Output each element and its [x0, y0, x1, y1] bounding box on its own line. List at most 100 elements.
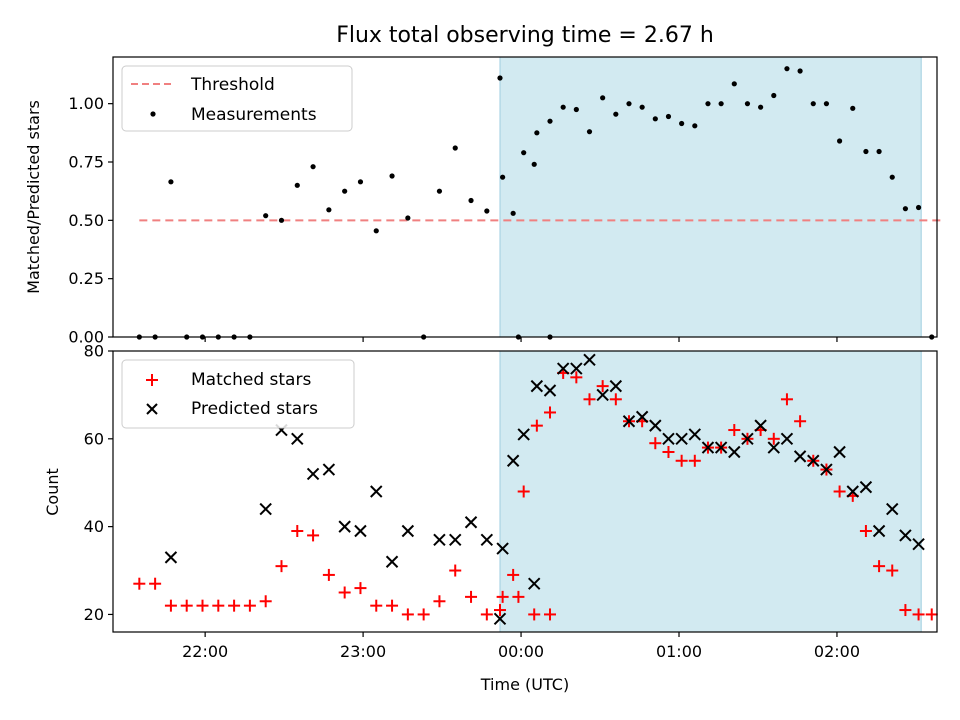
- x-tick-label: 23:00: [340, 642, 386, 661]
- predicted-star-point: [583, 353, 596, 366]
- matched-star-point: [609, 393, 622, 406]
- predicted-star-point: [675, 432, 688, 446]
- bottom-plot-area: [133, 350, 938, 633]
- measurement-point: [405, 215, 411, 221]
- predicted-star-point: [401, 524, 415, 538]
- bottom-y-tick-label: 60: [84, 429, 104, 448]
- measurement-point: [278, 217, 285, 223]
- matched-star-point: [149, 577, 162, 590]
- matched-star-point: [228, 599, 241, 612]
- matched-star-point: [780, 393, 793, 406]
- measurement-point: [823, 101, 830, 107]
- top-y-tick-label: 0.00: [68, 328, 104, 347]
- predicted-star-point: [496, 542, 509, 555]
- matched-star-point: [401, 608, 414, 621]
- predicted-star-point: [517, 428, 530, 441]
- matched-star-point: [133, 577, 146, 590]
- measurement-point: [771, 92, 777, 99]
- matched-star-point: [322, 568, 335, 581]
- measurement-point: [810, 101, 816, 107]
- predicted-star-point: [609, 379, 623, 393]
- measurement-point: [705, 101, 711, 107]
- predicted-star-point: [433, 533, 446, 547]
- matched-star-point: [886, 564, 899, 577]
- top-plot-area: [136, 56, 943, 340]
- measurement-point: [679, 120, 685, 127]
- predicted-star-point: [701, 441, 715, 454]
- measurement-point: [902, 206, 909, 212]
- measurement-point: [500, 174, 506, 180]
- measurement-point: [521, 150, 527, 156]
- top-y-ticks: 0.00 0.25 0.50 0.75 1.00: [68, 94, 113, 347]
- matched-star-point: [291, 525, 304, 538]
- top-panel: Flux total observing time = 2.67 h 0.000…: [24, 23, 943, 347]
- predicted-star-point: [464, 516, 478, 529]
- matched-star-point: [583, 393, 596, 406]
- matched-star-point: [767, 432, 780, 445]
- measurement-point: [326, 207, 332, 213]
- predicted-star-point: [780, 432, 794, 446]
- measurement-point: [547, 118, 553, 124]
- matched-star-point: [873, 560, 886, 573]
- measurement-point: [797, 68, 803, 74]
- measurement-point: [586, 129, 593, 135]
- legend-measurements-label: Measurements: [191, 105, 317, 125]
- matched-star-point: [196, 599, 209, 612]
- matched-star-point: [912, 608, 925, 621]
- predicted-star-point: [846, 485, 859, 498]
- measurement-point: [168, 179, 174, 185]
- matched-star-point: [338, 586, 351, 599]
- predicted-star-point: [596, 388, 609, 402]
- matched-star-point: [480, 608, 493, 621]
- measurement-point: [784, 66, 790, 72]
- matched-star-point: [675, 454, 688, 467]
- measurement-point: [863, 148, 869, 155]
- bottom-y-tick-label: 80: [84, 342, 104, 361]
- matched-star-point: [728, 424, 741, 437]
- matched-star-point: [164, 599, 177, 612]
- measurement-point: [342, 188, 348, 194]
- bottom-legend-box: [121, 359, 355, 429]
- predicted-star-point: [899, 529, 912, 542]
- measurement-point: [452, 145, 458, 151]
- predicted-star-point: [741, 432, 754, 446]
- predicted-star-point: [688, 428, 702, 441]
- matched-star-point: [794, 415, 807, 428]
- bottom-y-tick-label: 20: [84, 605, 104, 624]
- matched-star-point: [899, 604, 912, 617]
- matched-star-point: [528, 608, 541, 621]
- measurement-point: [836, 138, 843, 144]
- matched-star-point: [570, 371, 583, 384]
- matched-star-point: [517, 485, 530, 498]
- predicted-star-point: [528, 577, 541, 590]
- matched-star-point: [386, 599, 399, 612]
- top-y-axis-label: Matched/Predicted stars: [24, 100, 43, 294]
- predicted-star-point: [530, 379, 544, 393]
- legend-matched-label: Matched stars: [191, 370, 311, 390]
- matched-star-point: [925, 608, 938, 621]
- measurement-point: [876, 148, 882, 155]
- bottom-legend: Matched stars Predicted stars: [121, 359, 355, 429]
- matched-star-point: [465, 590, 478, 603]
- predicted-star-point: [820, 463, 833, 476]
- matched-star-point: [649, 437, 662, 450]
- measurement-point: [731, 81, 737, 87]
- predicted-star-point: [714, 441, 728, 454]
- top-legend: Threshold Measurements: [121, 65, 353, 132]
- predicted-star-point: [570, 362, 583, 375]
- matched-star-point: [662, 445, 675, 458]
- top-y-tick-label: 0.50: [68, 211, 104, 230]
- top-shaded-region: [499, 56, 922, 338]
- top-legend-box: [121, 65, 353, 132]
- measurement-point: [758, 104, 764, 110]
- measurement-point: [652, 116, 658, 122]
- predicted-star-point: [480, 533, 494, 547]
- matched-star-point: [449, 564, 462, 577]
- matched-star-point: [180, 599, 193, 612]
- matched-star-point: [243, 599, 256, 612]
- predicted-star-point: [635, 410, 649, 424]
- x-axis-label: Time (UTC): [480, 675, 569, 694]
- matched-star-point: [544, 608, 557, 621]
- x-tick-label: 01:00: [656, 642, 702, 661]
